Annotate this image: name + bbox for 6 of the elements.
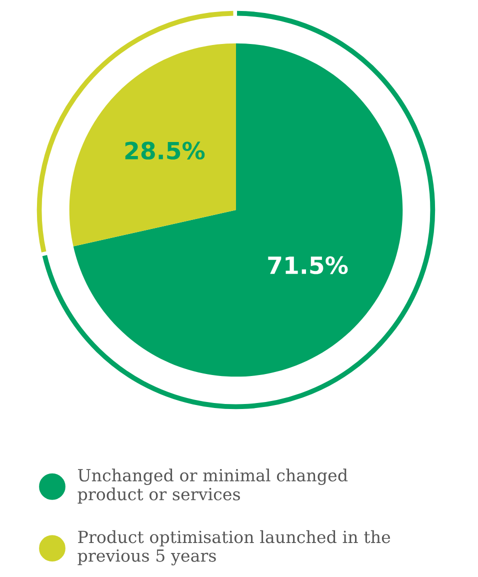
legend-label: Product optimisation launched in the previous 5 years (78, 530, 390, 566)
data-label: 71.5% (268, 256, 348, 274)
pie-slice (73, 43, 403, 377)
data-label: 28.5% (125, 142, 205, 160)
pie-slice (69, 43, 236, 246)
legend-label: Unchanged or minimal changed product or services (78, 468, 348, 504)
